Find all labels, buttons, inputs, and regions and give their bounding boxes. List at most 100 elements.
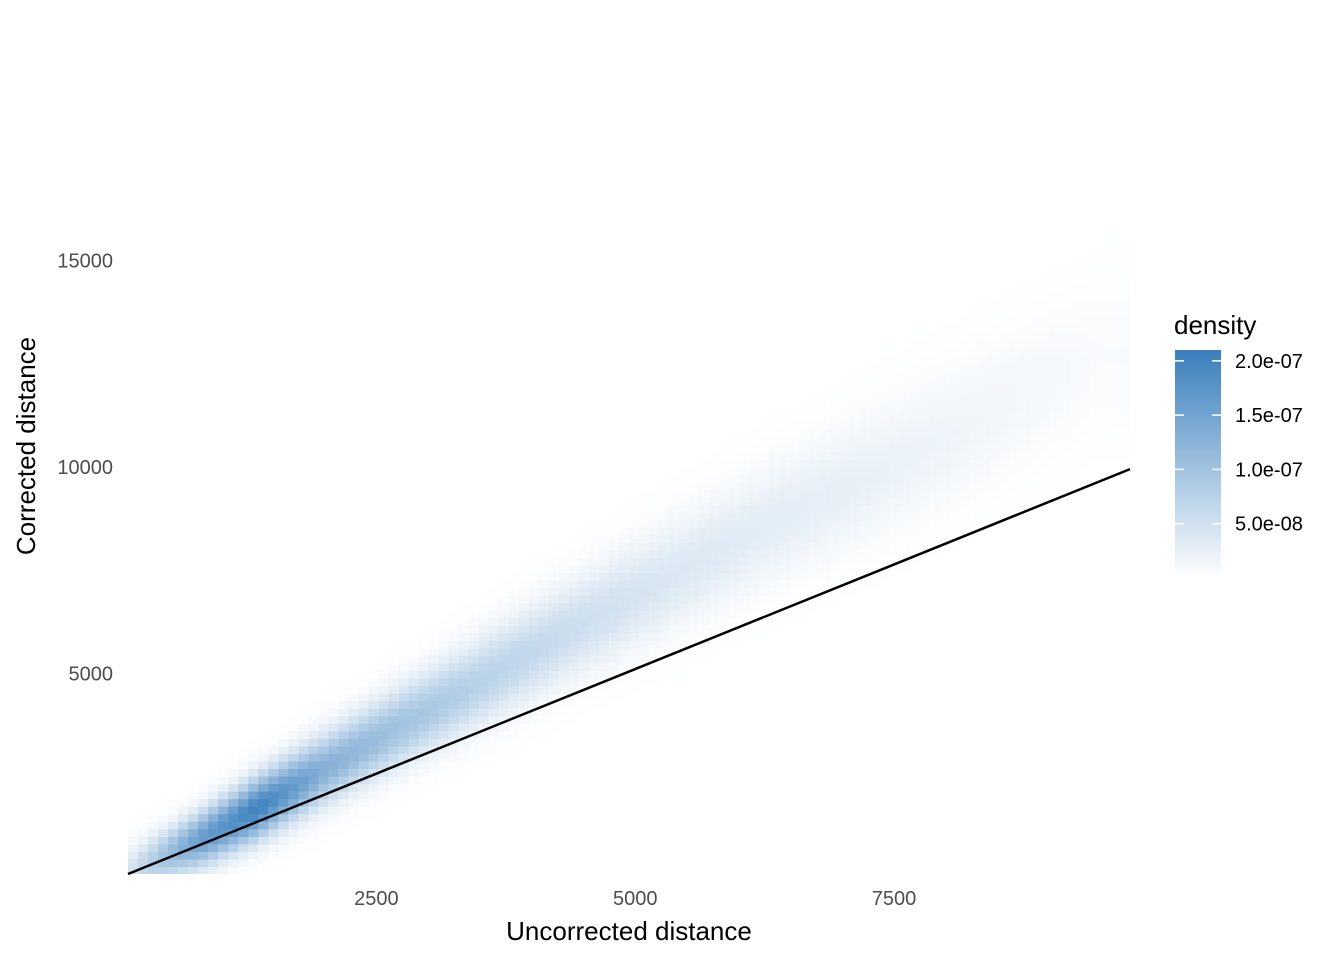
density-tile	[1089, 451, 1101, 460]
density-tile	[368, 753, 380, 762]
density-tile	[929, 429, 941, 438]
density-tile	[318, 828, 329, 837]
density-tile	[328, 708, 340, 717]
density-tile	[629, 497, 640, 506]
density-tile	[1059, 346, 1071, 355]
density-tile	[949, 527, 961, 536]
density-tile	[679, 655, 690, 664]
density-tile	[1069, 459, 1081, 468]
density-tile	[849, 557, 861, 566]
density-tile	[749, 557, 760, 566]
density-tile	[1009, 361, 1021, 370]
density-tile	[989, 527, 1001, 536]
density-tile	[458, 693, 470, 702]
density-tile	[1019, 278, 1031, 287]
density-tile	[418, 791, 430, 800]
density-tile	[1019, 353, 1031, 362]
density-tile	[729, 572, 740, 581]
density-tile	[809, 610, 820, 619]
density-tile	[1089, 391, 1101, 400]
density-tile	[478, 693, 490, 702]
density-tile	[498, 723, 510, 732]
density-tile	[518, 700, 530, 709]
density-tile	[438, 693, 450, 702]
density-tile	[1019, 466, 1031, 475]
density-tile	[568, 632, 580, 641]
density-tile	[749, 640, 760, 649]
density-tile	[338, 700, 350, 709]
density-tile	[859, 368, 871, 377]
density-tile	[408, 640, 420, 649]
density-tile	[238, 821, 249, 830]
density-tile	[618, 572, 630, 581]
density-tile	[999, 466, 1011, 475]
density-tile	[919, 346, 931, 355]
density-tile	[1019, 331, 1031, 340]
density-tile	[1089, 316, 1101, 325]
density-tile	[709, 595, 720, 604]
y-tick-label: 10000	[57, 457, 113, 479]
density-tile	[468, 700, 480, 709]
density-tile	[949, 504, 961, 513]
density-tile	[849, 421, 861, 430]
density-tile	[298, 708, 309, 717]
density-tile	[689, 587, 700, 596]
density-tile	[719, 647, 730, 656]
density-tile	[709, 542, 720, 551]
density-tile	[969, 346, 981, 355]
density-tile	[669, 481, 680, 491]
density-tile	[639, 662, 650, 672]
density-tile	[909, 451, 921, 460]
density-tile	[1059, 300, 1071, 310]
density-tile	[428, 753, 440, 762]
density-tile	[639, 549, 650, 558]
density-tile	[739, 557, 750, 566]
density-tile	[809, 451, 820, 460]
density-tile	[598, 670, 610, 679]
density-tile	[789, 444, 800, 453]
density-tile	[128, 828, 139, 837]
density-tile	[258, 760, 269, 770]
density-tile	[268, 775, 279, 785]
density-tile	[979, 474, 991, 483]
density-tile	[348, 745, 360, 754]
density-tile	[428, 655, 440, 664]
density-tile	[739, 587, 750, 596]
density-tile	[258, 753, 269, 762]
density-tile	[458, 700, 470, 709]
density-tile	[548, 677, 560, 687]
density-tile	[659, 557, 670, 566]
density-tile	[558, 549, 570, 558]
density-tile	[1059, 278, 1071, 287]
density-tile	[1009, 481, 1021, 491]
density-tile	[208, 851, 219, 860]
density-tile	[1029, 414, 1041, 423]
density-tile	[398, 730, 410, 739]
density-tile	[238, 843, 249, 852]
density-tile	[649, 489, 660, 498]
density-tile	[879, 436, 891, 445]
density-tile	[598, 708, 610, 717]
density-tile	[448, 677, 460, 687]
density-tile	[849, 414, 861, 423]
density-tile	[659, 489, 670, 498]
density-tile	[408, 791, 420, 800]
density-tile	[1109, 233, 1121, 242]
density-tile	[799, 466, 810, 475]
density-tile	[749, 587, 760, 596]
density-tile	[508, 595, 520, 604]
density-tile	[378, 791, 390, 800]
density-tile	[258, 836, 269, 845]
x-tick-label: 2500	[354, 888, 399, 910]
density-tile	[1019, 293, 1031, 302]
density-tile	[288, 783, 299, 792]
density-tile	[869, 398, 881, 408]
density-tile	[418, 625, 430, 634]
density-tile	[528, 647, 540, 656]
density-tile	[899, 504, 911, 513]
density-tile	[709, 481, 720, 491]
density-tile	[979, 534, 991, 543]
density-tile	[929, 436, 941, 445]
density-tile	[618, 693, 630, 702]
density-tile	[1019, 504, 1031, 513]
